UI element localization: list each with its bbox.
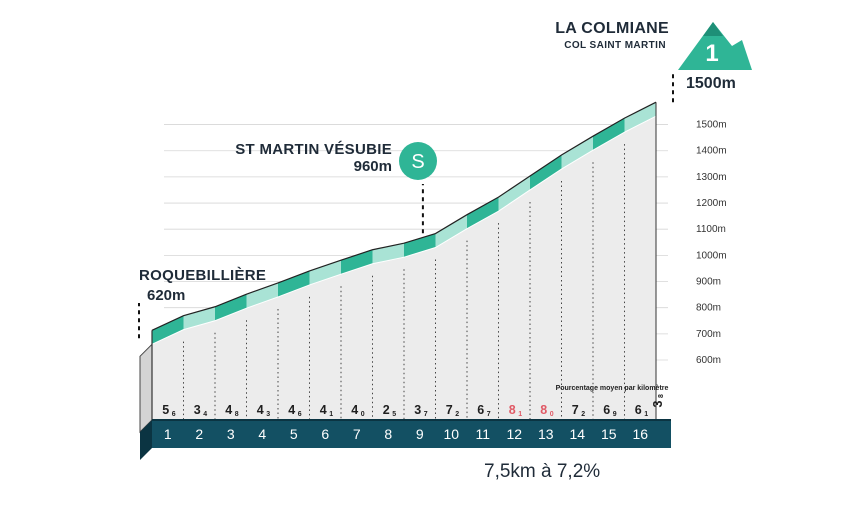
gradient-label-decimal: 4 <box>203 411 207 418</box>
y-tick-label: 1300m <box>696 172 727 183</box>
km-base <box>152 420 671 448</box>
mid-badge-letter: S <box>411 151 424 173</box>
y-tick-label: 800m <box>696 303 721 314</box>
start-name: ROQUEBILLIÈRE <box>139 267 267 284</box>
km-label: 8 <box>384 426 392 442</box>
km-label: 10 <box>443 426 459 442</box>
gradient-label: 8 <box>509 403 516 417</box>
profile-face <box>152 116 656 421</box>
gradient-label-decimal: 7 <box>424 411 428 418</box>
km-label: 13 <box>538 426 554 442</box>
gradient-label-decimal: 3 <box>266 411 270 418</box>
gradient-label-decimal: 1 <box>644 411 648 418</box>
gradient-label: 4 <box>351 403 358 417</box>
profile-band-segment <box>341 249 373 275</box>
y-tick-label: 1100m <box>696 224 726 235</box>
y-tick-label: 600m <box>696 355 721 366</box>
summit-name: LA COLMIANE <box>555 20 669 37</box>
km-label: 1 <box>164 426 172 442</box>
profile-side-face <box>139 343 153 434</box>
gradient-label: 3 <box>414 403 421 417</box>
mid-name: ST MARTIN VÉSUBIE <box>235 141 392 158</box>
gradient-label-decimal: 0 <box>361 411 365 418</box>
gradient-label: 6 <box>603 403 610 417</box>
gradient-label-decimal: 0 <box>550 411 554 418</box>
km-label: 14 <box>569 426 585 442</box>
km-label: 5 <box>290 426 298 442</box>
start-altitude: 620m <box>147 287 186 304</box>
climb-summary: 7,5km à 7,2% <box>484 461 601 482</box>
km-label: 9 <box>416 426 424 442</box>
profile-band-segment <box>152 315 184 345</box>
gradient-label: 7 <box>572 403 579 417</box>
profile-band-segment <box>467 197 499 229</box>
profile-band-segment <box>278 270 310 297</box>
gradient-label-decimal: 8 <box>658 394 665 398</box>
km-label: 7 <box>353 426 361 442</box>
profile-band-edge <box>151 115 657 345</box>
km-label: 16 <box>632 426 648 442</box>
gradient-label: 6 <box>635 403 642 417</box>
profile-band-segment <box>593 118 625 151</box>
profile-band-segment <box>246 282 278 309</box>
y-tick-label: 1000m <box>696 250 727 261</box>
gradient-label-decimal: 5 <box>392 411 396 418</box>
gradient-label: 3 <box>194 403 201 417</box>
km-label: 6 <box>321 426 329 442</box>
summit-badge-number: 1 <box>705 40 718 67</box>
profile-band-segment <box>183 306 215 330</box>
summit-badge <box>678 22 752 70</box>
gradient-label-decimal: 1 <box>329 411 333 418</box>
gradient-note: Pourcentage moyen par kilomètre <box>556 385 669 392</box>
summit-subtitle: COL SAINT MARTIN <box>564 40 666 51</box>
gradient-label: 4 <box>257 403 264 417</box>
gradient-label: 4 <box>288 403 295 417</box>
gradient-label: 6 <box>477 403 484 417</box>
km-label: 2 <box>195 426 203 442</box>
profile-band-segment <box>309 260 341 285</box>
summit-altitude: 1500m <box>686 75 736 92</box>
km-label: 11 <box>475 426 490 442</box>
gradient-label-decimal: 1 <box>518 411 522 418</box>
gradient-label-decimal: 6 <box>172 411 176 418</box>
km-label: 12 <box>506 426 522 442</box>
mid-badge <box>399 142 437 180</box>
profile-band-segment <box>435 214 467 248</box>
gradient-label: 5 <box>162 403 169 417</box>
km-label: 3 <box>227 426 235 442</box>
km-label: 15 <box>601 426 617 442</box>
gradient-label: 3 <box>651 400 665 407</box>
profile-band-segment <box>404 233 436 258</box>
profile-band-segment <box>215 294 247 321</box>
gradient-label: 7 <box>446 403 453 417</box>
km-base-side <box>140 420 152 460</box>
gradient-label: 2 <box>383 403 390 417</box>
profile-top-edge <box>151 101 657 331</box>
summit-badge-peak <box>703 22 723 36</box>
gradient-label-decimal: 6 <box>298 411 302 418</box>
profile-band-segment <box>561 136 593 170</box>
y-tick-label: 1500m <box>696 120 727 131</box>
y-tick-label: 1200m <box>696 198 727 209</box>
gradient-label: 4 <box>225 403 232 417</box>
profile-band-segment <box>530 155 562 190</box>
gradient-label: 8 <box>540 403 547 417</box>
profile-band-segment <box>498 175 530 212</box>
mid-altitude: 960m <box>353 158 392 175</box>
gradient-label-decimal: 2 <box>581 411 585 418</box>
gradient-label-decimal: 9 <box>613 411 617 418</box>
y-tick-label: 900m <box>696 277 721 288</box>
gradient-label: 4 <box>320 403 327 417</box>
km-label: 4 <box>258 426 266 442</box>
gradient-label-decimal: 2 <box>455 411 459 418</box>
gradient-label-decimal: 8 <box>235 411 239 418</box>
y-tick-label: 1400m <box>696 146 727 157</box>
profile-band-segment <box>624 102 656 133</box>
gradient-label-decimal: 7 <box>487 411 491 418</box>
y-tick-label: 700m <box>696 329 721 340</box>
